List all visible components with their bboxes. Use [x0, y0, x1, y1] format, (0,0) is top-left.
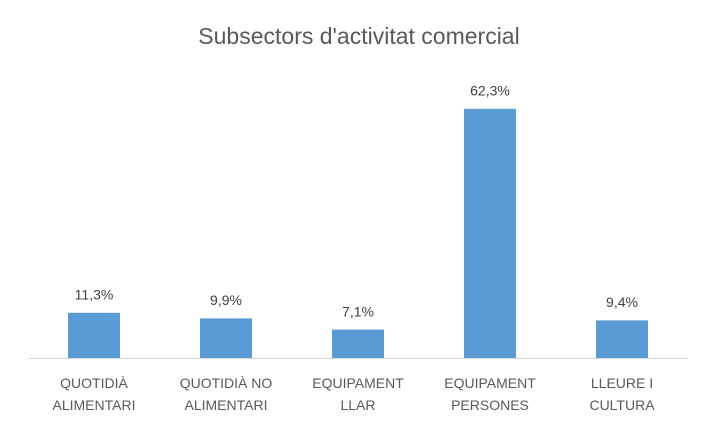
- value-label: 62,3%: [470, 83, 510, 99]
- value-label: 7,1%: [342, 303, 374, 319]
- bar: [464, 108, 516, 358]
- value-label: 9,9%: [210, 292, 242, 308]
- bar: [596, 320, 648, 358]
- x-tick-label: LLEURE I CULTURA: [589, 375, 655, 413]
- value-label: 9,4%: [606, 294, 638, 310]
- bar: [200, 318, 252, 358]
- x-tick-label: QUOTIDIÀ ALIMENTARI: [52, 375, 136, 413]
- x-tick-label: EQUIPAMENT LLAR: [312, 375, 404, 413]
- bar: [68, 312, 120, 358]
- chart-title: Subsectors d'activitat comercial: [198, 23, 519, 49]
- x-tick-label: QUOTIDIÀ NO ALIMENTARI: [179, 375, 273, 413]
- value-label: 11,3%: [75, 287, 114, 303]
- x-tick-label: EQUIPAMENT PERSONES: [444, 375, 536, 413]
- bar: [332, 329, 384, 358]
